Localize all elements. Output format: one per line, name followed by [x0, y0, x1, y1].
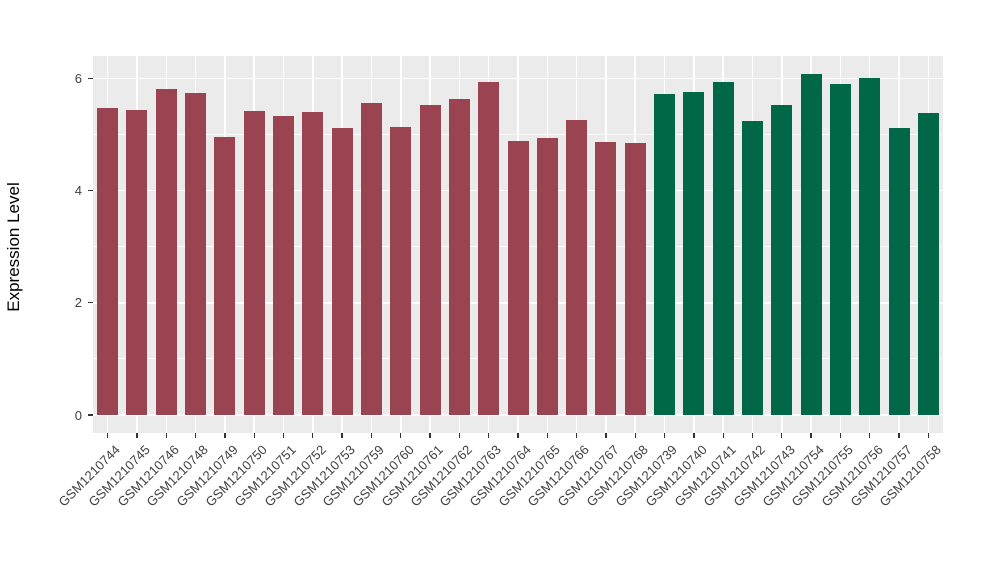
bar-GSM1210753	[331, 128, 353, 415]
bar-GSM1210768	[624, 143, 646, 415]
y-tick-label: 4	[74, 183, 82, 199]
x-axis-tick	[253, 433, 255, 438]
bar-GSM1210743	[771, 105, 793, 415]
bar-GSM1210739	[654, 94, 676, 415]
x-axis-tick	[224, 433, 226, 438]
x-axis-tick	[370, 433, 373, 438]
x-axis-tick	[575, 433, 578, 438]
y-axis-tick	[88, 189, 93, 192]
bar-GSM1210765	[536, 138, 558, 415]
x-axis-tick	[751, 433, 754, 438]
bar-GSM1210752	[302, 111, 324, 415]
x-axis-tick	[429, 433, 431, 438]
y-axis-tick	[88, 414, 93, 416]
minor-gridline	[93, 134, 943, 135]
bar-GSM1210740	[683, 91, 705, 415]
x-axis-tick	[605, 433, 607, 438]
y-tick-label: 6	[74, 70, 82, 86]
x-axis-tick	[136, 433, 138, 438]
y-axis-tick	[88, 302, 93, 304]
bar-GSM1210750	[243, 110, 265, 415]
x-axis-tick	[517, 433, 519, 438]
x-axis-tick	[810, 433, 812, 438]
bar-GSM1210742	[741, 121, 763, 415]
bar-GSM1210756	[859, 77, 881, 415]
bar-GSM1210764	[507, 141, 529, 415]
bar-GSM1210762	[448, 99, 470, 415]
x-axis-tick	[898, 433, 900, 438]
bar-GSM1210760	[390, 126, 412, 415]
x-axis-tick	[282, 433, 285, 438]
bar-GSM1210755	[829, 84, 851, 415]
x-axis-tick	[693, 433, 695, 438]
x-axis-tick	[781, 433, 783, 438]
bar-GSM1210745	[126, 109, 148, 415]
bar-GSM1210744	[97, 107, 119, 415]
x-axis-tick	[927, 433, 929, 438]
bar-GSM1210766	[566, 119, 588, 415]
bar-GSM1210767	[595, 141, 617, 415]
y-axis-title: Expression Level	[4, 182, 23, 312]
x-axis-tick	[488, 433, 490, 438]
bar-GSM1210746	[155, 89, 177, 415]
bar-GSM1210763	[478, 81, 500, 415]
x-axis-tick	[194, 433, 197, 438]
x-axis-tick	[663, 433, 666, 438]
x-axis-tick	[634, 433, 636, 438]
y-tick-label: 2	[74, 295, 82, 311]
bar-GSM1210759	[360, 103, 382, 415]
y-axis-tick	[88, 77, 93, 80]
y-tick-label: 0	[74, 407, 82, 423]
x-axis-tick	[107, 433, 109, 438]
bar-GSM1210754	[800, 73, 822, 415]
x-axis-tick	[869, 433, 871, 438]
bar-GSM1210757	[888, 128, 910, 415]
x-axis-tick	[312, 433, 314, 438]
x-axis-tick	[839, 433, 842, 438]
bar-GSM1210751	[273, 116, 295, 415]
x-axis-tick	[722, 433, 724, 438]
major-gridline	[93, 414, 943, 416]
bar-GSM1210741	[712, 81, 734, 415]
bar-GSM1210749	[214, 137, 236, 415]
x-axis-tick	[458, 433, 461, 438]
plot-panel	[93, 56, 943, 433]
x-axis-tick	[546, 433, 548, 438]
bar-GSM1210758	[917, 112, 939, 415]
x-axis-tick	[165, 433, 167, 438]
x-axis-tick	[400, 433, 402, 438]
x-axis-tick	[341, 433, 343, 438]
bar-GSM1210761	[419, 104, 441, 415]
major-gridline	[93, 77, 943, 80]
bar-GSM1210748	[185, 93, 207, 415]
